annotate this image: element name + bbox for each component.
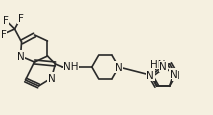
- Text: N: N: [172, 70, 180, 80]
- Text: N: N: [47, 73, 55, 83]
- Text: F: F: [18, 14, 23, 24]
- Text: N: N: [159, 62, 167, 72]
- Text: N: N: [115, 62, 123, 72]
- Text: HN: HN: [150, 59, 166, 69]
- Text: NH: NH: [63, 61, 79, 71]
- Text: N: N: [17, 52, 24, 61]
- Text: F: F: [3, 16, 9, 26]
- Text: F: F: [1, 30, 7, 40]
- Text: N: N: [146, 70, 154, 80]
- Text: N: N: [170, 69, 177, 79]
